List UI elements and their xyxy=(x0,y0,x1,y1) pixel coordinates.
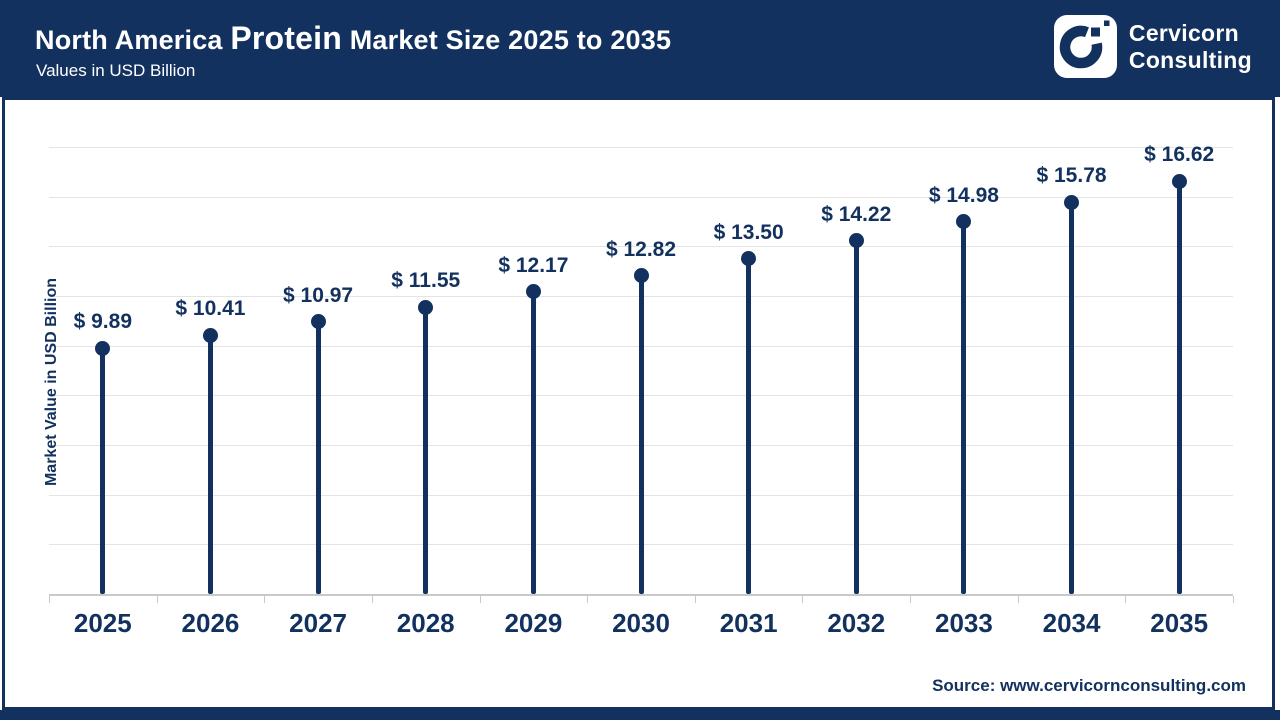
lollipop-stem xyxy=(961,221,967,594)
data-point-marker xyxy=(418,299,434,315)
axis-tick xyxy=(802,596,804,603)
x-tick-label: 2025 xyxy=(73,608,132,638)
title-highlight: Protein xyxy=(230,20,342,56)
x-tick-label: 2029 xyxy=(504,608,563,638)
axis-tick xyxy=(910,596,912,603)
x-tick-label: 2035 xyxy=(1150,608,1209,638)
cervicorn-logo-icon xyxy=(1053,15,1117,78)
value-label: $ 12.82 xyxy=(605,237,677,261)
source-text: Source: www.cervicornconsulting.com xyxy=(932,676,1246,695)
x-tick-label: 2031 xyxy=(719,608,778,638)
axis-tick xyxy=(156,596,158,603)
value-label: $ 9.89 xyxy=(73,310,133,334)
value-label: $ 11.55 xyxy=(391,269,461,293)
x-axis-line xyxy=(49,594,1233,596)
data-point-marker xyxy=(741,251,757,267)
data-point-marker xyxy=(525,284,541,300)
brand-name-line2: Consulting xyxy=(1128,46,1252,73)
lollipop-stem xyxy=(423,307,429,594)
x-tick-label: 2030 xyxy=(612,608,670,638)
data-point-marker xyxy=(1171,173,1187,189)
data-point-marker xyxy=(95,340,111,356)
x-tick-label: 2034 xyxy=(1042,608,1101,638)
header-banner: North America Protein Market Size 2025 t… xyxy=(0,0,1280,97)
brand-name: Cervicorn Consulting xyxy=(1129,20,1252,74)
lollipop-stem xyxy=(530,291,536,594)
lollipop-stem xyxy=(1069,202,1075,594)
grid-line xyxy=(49,246,1233,248)
lollipop-stem xyxy=(100,348,106,594)
axis-tick xyxy=(479,596,481,603)
title-prefix: North America xyxy=(35,25,223,55)
data-point-marker xyxy=(202,327,218,343)
axis-tick xyxy=(694,596,696,603)
axis-tick xyxy=(1017,596,1019,603)
data-point-marker xyxy=(956,214,972,230)
value-label: $ 14.98 xyxy=(928,183,999,207)
page-title: North America Protein Market Size 2025 t… xyxy=(35,20,671,57)
axis-tick xyxy=(371,596,373,603)
axis-tick xyxy=(49,596,50,603)
lollipop-stem xyxy=(315,321,321,594)
footer-bar xyxy=(0,710,1280,720)
value-label: $ 12.17 xyxy=(498,253,569,277)
grid-line xyxy=(49,196,1233,198)
value-label: $ 15.78 xyxy=(1036,164,1107,188)
brand-logo: Cervicorn Consulting xyxy=(1053,15,1252,78)
x-tick-label: 2028 xyxy=(396,608,455,638)
lollipop-stem xyxy=(207,335,213,594)
brand-name-line1: Cervicorn xyxy=(1128,19,1239,46)
x-tick-label: 2033 xyxy=(934,608,993,638)
lollipop-stem xyxy=(638,275,644,594)
lollipop-stem xyxy=(1176,181,1182,594)
data-point-marker xyxy=(848,233,864,249)
y-axis-title: Market Value in USD Billion xyxy=(43,277,60,487)
data-point-marker xyxy=(633,268,649,284)
axis-tick xyxy=(1233,596,1234,603)
value-label: $ 10.41 xyxy=(175,297,246,321)
lollipop-stem xyxy=(746,258,752,594)
x-tick-label: 2032 xyxy=(827,608,886,638)
x-tick-label: 2027 xyxy=(289,608,347,638)
value-label: $ 13.50 xyxy=(713,220,784,244)
title-suffix: Market Size 2025 to 2035 xyxy=(349,25,672,55)
data-point-marker xyxy=(310,314,326,330)
axis-tick xyxy=(264,596,266,603)
x-tick-label: 2026 xyxy=(181,608,240,638)
axis-tick xyxy=(587,596,589,603)
chart-subtitle: Values in USD Billion xyxy=(36,61,196,80)
data-point-marker xyxy=(1064,194,1080,210)
axis-tick xyxy=(1125,596,1127,603)
value-label: $ 16.62 xyxy=(1144,143,1215,167)
grid-line xyxy=(49,147,1233,148)
value-label: $ 10.97 xyxy=(283,283,354,307)
lollipop-stem xyxy=(853,240,859,594)
value-label: $ 14.22 xyxy=(821,202,892,226)
